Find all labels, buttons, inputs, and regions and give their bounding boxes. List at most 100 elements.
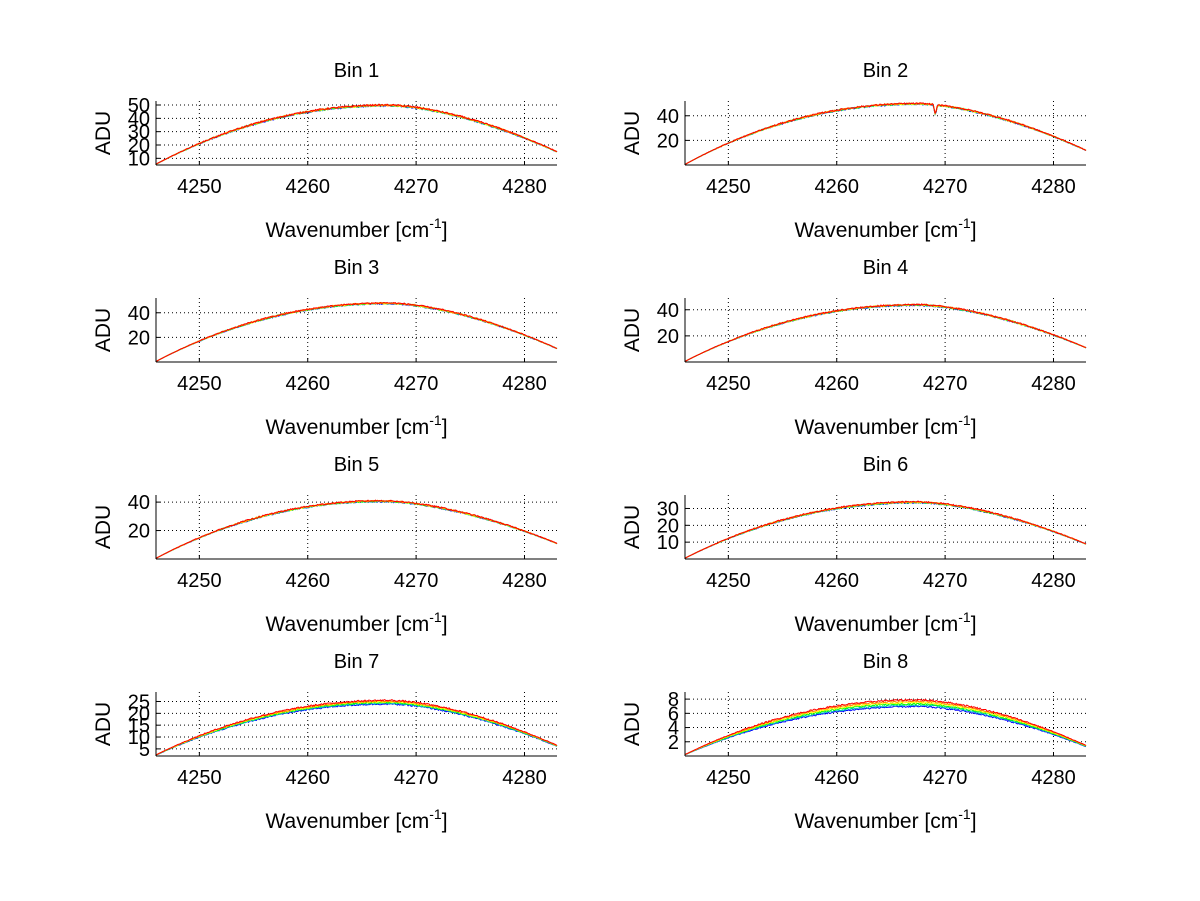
y-tick-label: 2	[668, 732, 679, 754]
x-axis-label: Wavenumber [cm-1]	[265, 215, 447, 242]
x-tick-label: 4280	[1031, 767, 1076, 789]
series-line	[684, 303, 1087, 362]
x-tick-label: 4260	[285, 373, 330, 395]
y-tick-label: 10	[128, 727, 150, 749]
x-tick-label: 4260	[814, 570, 859, 592]
x-tick-label: 4270	[923, 176, 968, 198]
y-axis-label: ADU	[621, 702, 644, 746]
x-tick-label: 4270	[394, 176, 439, 198]
subplot-5: Bin 5 4250 4260 4270 4280 20 40 ADU Wavenumber […	[92, 454, 558, 636]
x-tick-label: 4250	[706, 373, 751, 395]
x-tick-label: 4280	[502, 373, 547, 395]
x-tick-label: 4280	[1031, 570, 1076, 592]
y-tick-label: 20	[657, 326, 679, 348]
y-axis-label: ADU	[621, 308, 644, 352]
series-line	[684, 303, 1087, 362]
x-tick-label: 4250	[706, 767, 751, 789]
series-line	[684, 500, 1087, 559]
x-axis-label: Wavenumber [cm-1]	[265, 609, 447, 636]
series-line	[155, 500, 558, 559]
series-line	[155, 103, 558, 165]
series-line	[155, 301, 558, 362]
x-tick-label: 4260	[814, 767, 859, 789]
x-tick-label: 4260	[285, 767, 330, 789]
series-line	[684, 303, 1087, 362]
subplot-title: Bin 7	[334, 651, 380, 673]
x-tick-label: 4250	[177, 570, 222, 592]
series-line	[684, 303, 1087, 362]
x-tick-label: 4270	[394, 373, 439, 395]
x-tick-label: 4270	[923, 373, 968, 395]
series-line	[684, 102, 1087, 165]
y-tick-label: 10	[657, 532, 679, 554]
series-line	[155, 301, 558, 362]
series-line	[684, 501, 1087, 559]
y-axis-label: ADU	[92, 505, 115, 549]
series-line	[155, 104, 558, 165]
series-line	[155, 699, 558, 756]
x-tick-label: 4280	[1031, 176, 1076, 198]
y-tick-label: 20	[657, 515, 679, 537]
y-axis-label: ADU	[92, 702, 115, 746]
y-tick-label: 25	[128, 691, 150, 713]
series-line	[155, 103, 558, 165]
series-line	[155, 302, 558, 362]
series-line	[155, 500, 558, 559]
y-tick-label: 50	[128, 95, 150, 117]
y-tick-label: 20	[128, 135, 150, 157]
x-tick-label: 4260	[814, 176, 859, 198]
series-line	[155, 103, 557, 165]
series-line	[684, 303, 1087, 362]
series-line	[155, 104, 558, 165]
series-line	[155, 499, 558, 559]
y-tick-label: 15	[128, 715, 150, 737]
y-tick-label: 10	[128, 148, 150, 170]
x-axis-label: Wavenumber [cm-1]	[794, 806, 976, 833]
series-line	[155, 499, 558, 559]
series-line	[155, 701, 558, 756]
x-tick-label: 4280	[502, 767, 547, 789]
series-line	[684, 698, 1087, 756]
series-line	[684, 102, 1087, 165]
x-axis-label: Wavenumber [cm-1]	[794, 609, 976, 636]
x-axis-label: Wavenumber [cm-1]	[265, 412, 447, 439]
series-line	[684, 102, 1087, 165]
y-tick-label: 40	[128, 492, 150, 514]
subplot-title: Bin 3	[334, 257, 380, 279]
subplot-title: Bin 4	[863, 257, 909, 279]
x-tick-label: 4260	[285, 176, 330, 198]
series-line	[684, 102, 1087, 165]
y-tick-label: 30	[657, 498, 679, 520]
y-tick-label: 20	[128, 521, 150, 543]
y-tick-label: 8	[668, 689, 679, 711]
x-tick-label: 4250	[177, 373, 222, 395]
y-tick-label: 40	[128, 108, 150, 130]
x-tick-label: 4280	[502, 176, 547, 198]
y-tick-label: 20	[128, 703, 150, 725]
x-tick-label: 4250	[177, 767, 222, 789]
series-line	[155, 302, 558, 362]
series-line	[684, 501, 1087, 559]
x-tick-label: 4270	[923, 767, 968, 789]
y-tick-label: 20	[128, 327, 150, 349]
x-tick-label: 4260	[285, 570, 330, 592]
series-line	[684, 303, 1087, 362]
x-tick-label: 4270	[394, 570, 439, 592]
y-tick-label: 4	[668, 718, 679, 740]
x-tick-label: 4250	[706, 570, 751, 592]
x-tick-label: 4260	[814, 373, 859, 395]
y-axis-label: ADU	[92, 308, 115, 352]
y-tick-label: 40	[657, 106, 679, 128]
subplot-title: Bin 2	[863, 60, 909, 82]
subplot-title: Bin 1	[334, 60, 380, 82]
x-tick-label: 4270	[923, 570, 968, 592]
series-line	[155, 301, 558, 362]
subplot-4: Bin 4 4250 4260 4270 4280 20 40 ADU Wavenumber […	[621, 257, 1087, 439]
subplot-title: Bin 8	[863, 651, 909, 673]
series-line	[155, 499, 558, 559]
